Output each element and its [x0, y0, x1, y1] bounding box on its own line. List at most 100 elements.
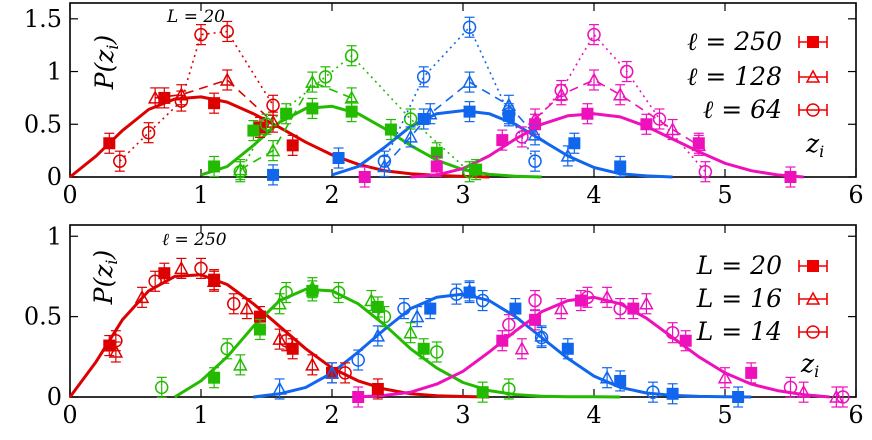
data-point: [528, 154, 542, 168]
fit-curve: [331, 109, 673, 179]
x-tick-label: 1: [193, 401, 208, 429]
y-tick-label: 0.5: [24, 303, 62, 331]
data-point: [639, 296, 654, 310]
y-tick-label: 1.5: [24, 5, 62, 33]
data-point: [306, 102, 319, 115]
data-point: [581, 107, 594, 120]
x-tick-label: 0: [62, 401, 77, 429]
data-point: [377, 154, 392, 168]
legend-label: L = 20: [696, 251, 782, 280]
data-point: [614, 374, 627, 387]
data-point: [462, 283, 477, 297]
data-point: [147, 90, 163, 104]
data-point: [259, 117, 274, 132]
data-point: [829, 389, 844, 403]
legend-label: ℓ = 128: [687, 62, 782, 91]
legend-marker: [806, 103, 820, 117]
data-point: [424, 302, 437, 315]
legend-marker: [807, 260, 819, 272]
series-line: [119, 30, 274, 162]
legend-marker: [806, 325, 820, 339]
data-point: [253, 323, 266, 336]
series-line: [534, 79, 700, 147]
x-tick-label: 6: [848, 401, 863, 429]
data-point: [351, 353, 365, 367]
data-point: [103, 137, 116, 150]
data-point: [652, 112, 667, 126]
data-point: [646, 385, 660, 399]
data-point: [338, 366, 352, 380]
data-point: [514, 341, 530, 355]
data-point: [476, 386, 489, 399]
data-point: [599, 370, 615, 384]
y-axis-label: P(zi): [90, 35, 122, 91]
data-point: [614, 160, 627, 173]
data-point: [496, 334, 509, 347]
x-tick-label: 6: [848, 181, 863, 209]
data-point: [430, 146, 443, 159]
data-point: [267, 168, 280, 181]
data-point: [158, 91, 171, 104]
x-tick-label: 0: [62, 181, 77, 209]
data-point: [279, 333, 293, 348]
x-tick-label: 2: [324, 181, 339, 209]
legend-marker: [807, 36, 819, 48]
data-point: [265, 143, 281, 157]
series-line: [239, 81, 352, 171]
data-point: [331, 285, 346, 300]
data-point: [430, 160, 443, 173]
data-point: [665, 325, 680, 340]
data-point: [332, 152, 345, 165]
data-point: [227, 297, 241, 311]
data-point: [554, 83, 568, 98]
data-point: [154, 380, 169, 395]
data-point: [534, 330, 549, 345]
data-point: [345, 105, 358, 118]
data-point: [796, 384, 811, 398]
data-point: [783, 380, 798, 395]
data-point: [640, 118, 653, 131]
legend-label: ℓ = 64: [703, 95, 782, 124]
x-tick-label: 5: [717, 401, 732, 429]
y-tick-label: 0: [47, 383, 62, 411]
fit-curve: [68, 273, 490, 399]
data-point: [502, 106, 516, 121]
data-point: [286, 342, 299, 355]
data-point: [208, 97, 221, 110]
data-point: [560, 148, 576, 162]
data-point: [265, 114, 281, 128]
data-point: [174, 94, 189, 108]
data-point: [324, 365, 340, 379]
data-point: [397, 301, 411, 316]
data-point: [384, 123, 397, 136]
y-tick-label: 0: [47, 163, 62, 191]
fit-curve: [200, 104, 542, 179]
data-point: [370, 328, 386, 342]
data-point: [515, 130, 529, 144]
data-point: [134, 289, 150, 304]
data-point: [208, 160, 221, 173]
x-axis-label: zi: [805, 129, 824, 161]
x-tick-label: 3: [455, 181, 470, 209]
data-point: [430, 345, 444, 359]
data-point: [580, 290, 595, 305]
data-point: [732, 391, 745, 403]
data-point: [286, 139, 299, 152]
data-point: [305, 280, 320, 294]
data-point: [620, 64, 634, 79]
legend-label: L = 16: [696, 284, 782, 313]
x-tick-label: 3: [455, 401, 470, 429]
data-point: [305, 74, 320, 88]
data-point: [158, 267, 171, 280]
data-point: [502, 317, 516, 332]
fit-curve: [174, 287, 621, 399]
data-point: [612, 87, 628, 101]
data-point: [416, 70, 431, 84]
x-tick-label: 2: [324, 401, 339, 429]
data-point: [233, 164, 248, 179]
data-point: [403, 129, 418, 143]
data-point: [220, 24, 234, 39]
data-point: [279, 285, 293, 300]
data-point: [280, 107, 293, 120]
